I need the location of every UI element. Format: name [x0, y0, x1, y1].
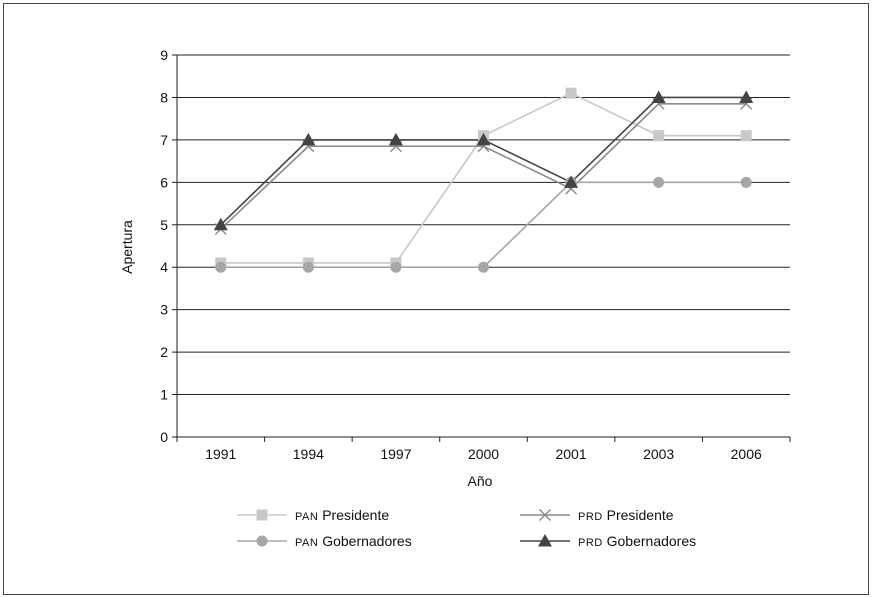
data-point-0-6: [740, 130, 752, 142]
y-tick-label: 5: [160, 217, 168, 233]
x-tick-label: 1991: [205, 446, 236, 462]
x-tick-label: 2001: [555, 446, 586, 462]
legend-marker-2: [256, 535, 268, 547]
legend-label-1: PRD Presidente: [578, 507, 674, 523]
data-point-2-6: [740, 176, 752, 188]
y-tick-label: 6: [160, 174, 168, 190]
data-point-3-1: [301, 132, 316, 146]
chart-frame: [3, 3, 869, 595]
data-point-3-5: [651, 90, 666, 103]
series-lines: [220, 92, 747, 269]
y-tick-label: 7: [160, 132, 168, 148]
x-axis-title: Año: [468, 473, 493, 489]
axes: [172, 54, 791, 442]
series-line-1: [220, 103, 747, 230]
legend-label-0: PAN Presidente: [295, 507, 389, 523]
x-tick-label: 2006: [731, 446, 762, 462]
data-point-3-3: [476, 132, 491, 146]
grid-lines: [177, 54, 790, 396]
x-tick-label: 1994: [293, 446, 324, 462]
y-tick-label: 2: [160, 344, 168, 360]
legend-marker-0: [256, 509, 268, 521]
series-line-3: [220, 96, 747, 226]
data-point-2-1: [302, 261, 314, 273]
x-tick-label: 2000: [468, 446, 499, 462]
data-point-3-4: [564, 175, 579, 188]
x-tick-label: 1997: [380, 446, 411, 462]
legend-label-3: PRD Gobernadores: [578, 533, 696, 549]
y-tick-label: 1: [160, 387, 168, 403]
legend-label-2: PAN Gobernadores: [295, 533, 412, 549]
data-point-3-6: [739, 90, 754, 103]
data-point-2-2: [390, 261, 402, 273]
data-point-2-5: [653, 176, 665, 188]
data-point-0-4: [565, 87, 577, 99]
y-tick-labels: 0 1 2 3 4 5 6 7 8 9: [160, 47, 168, 445]
legend: PAN Presidente PRD Presidente PAN Gobernad…: [237, 507, 696, 549]
series-markers: [213, 87, 754, 273]
legend-marker-1: [539, 509, 551, 521]
data-point-3-0: [213, 217, 228, 231]
y-axis-title: Apertura: [119, 220, 135, 274]
series-line-0: [220, 92, 747, 264]
y-tick-label: 4: [160, 259, 168, 275]
legend-marker-3: [538, 534, 552, 547]
y-tick-label: 8: [160, 89, 168, 105]
x-tick-labels: 1991 1994 1997 2000 2001 2003 2006: [205, 446, 762, 462]
y-tick-label: 3: [160, 302, 168, 318]
data-point-3-2: [388, 132, 403, 146]
data-point-2-0: [215, 261, 227, 273]
y-tick-label: 0: [160, 429, 168, 445]
data-point-0-5: [653, 130, 665, 142]
y-tick-label: 9: [160, 47, 168, 63]
data-point-2-3: [478, 261, 489, 273]
x-tick-label: 2003: [643, 446, 674, 462]
